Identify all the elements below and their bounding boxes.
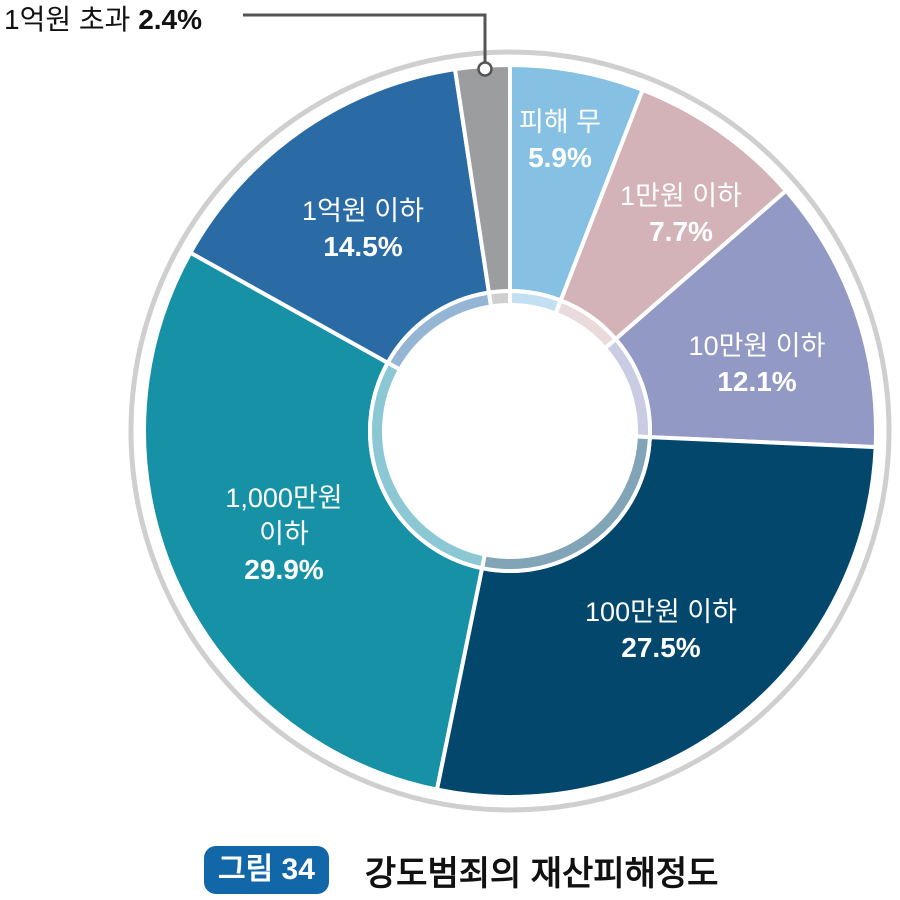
figure-caption: 그림 34 강도범죄의 재산피해정도 [204,846,718,894]
label-pct: 5.9% [528,142,592,173]
label-under-1m: 100만원 이하 27.5% [585,594,737,666]
label-under-10m: 1,000만원 이하 29.9% [225,480,342,588]
label-name: 1억원 이하 [302,196,424,226]
figure-title: 강도범죄의 재산피해정도 [364,854,719,893]
inner-ring-segment-6 [486,288,512,309]
label-no-damage: 피해 무 5.9% [519,104,601,176]
label-name: 피해 무 [518,107,602,137]
slices [142,62,878,799]
label-under-100m: 1억원 이하 14.5% [302,193,424,265]
donut-hole [384,305,636,557]
leader-dot [477,61,493,77]
label-pct: 12.1% [717,366,797,397]
figure-number-badge: 그림 34 [204,846,329,894]
label-under-10k: 1만원 이하 7.7% [620,178,742,250]
label-name-line2: 이하 [259,519,309,549]
leader-line [243,13,487,63]
label-name: 1억원 초과 [4,4,131,35]
label-name: 1만원 이하 [620,181,742,211]
label-pct: 29.9% [244,554,324,585]
label-name-line1: 1,000만원 [225,483,343,513]
label-name: 10만원 이하 [688,331,826,361]
label-pct: 7.7% [649,216,713,247]
label-pct: 14.5% [323,231,403,262]
label-pct: 27.5% [621,632,701,663]
label-pct: 2.4% [138,4,203,35]
label-name: 100만원 이하 [585,597,737,627]
outer-ring [128,49,892,813]
label-over-100m: 1억원 초과 2.4% [4,0,202,38]
label-under-100k: 10만원 이하 12.1% [689,328,826,400]
